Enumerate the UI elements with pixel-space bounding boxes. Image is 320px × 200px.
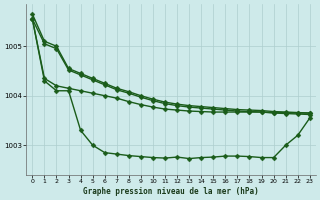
X-axis label: Graphe pression niveau de la mer (hPa): Graphe pression niveau de la mer (hPa) [83, 187, 259, 196]
